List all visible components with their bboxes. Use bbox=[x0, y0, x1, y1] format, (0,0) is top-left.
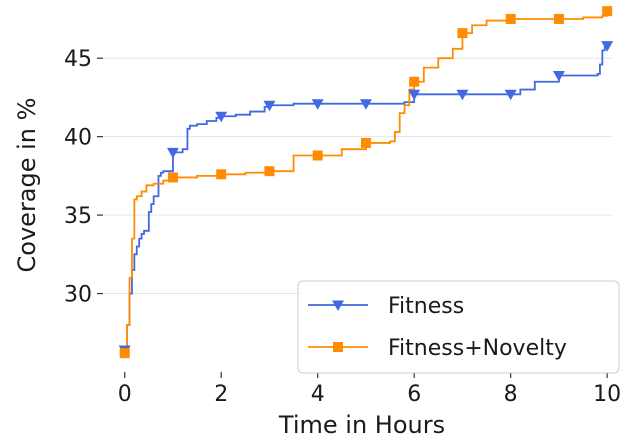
series-marker-fitness-novelty-8 bbox=[505, 13, 516, 24]
x-tick-label-10: 10 bbox=[593, 382, 621, 407]
series-marker-fitness-novelty-2 bbox=[216, 169, 227, 180]
series-line-fitness-novelty bbox=[124, 11, 609, 355]
series-marker-fitness-7 bbox=[456, 89, 469, 101]
legend-marker-fitness-novelty bbox=[333, 342, 343, 352]
x-tick-label-4: 4 bbox=[311, 382, 325, 407]
series-marker-fitness-2 bbox=[215, 111, 228, 123]
y-axis-ticks: 30 35 40 45 bbox=[64, 47, 103, 308]
legend-label-fitness: Fitness bbox=[388, 294, 464, 319]
x-axis-ticks: 0 2 4 6 8 10 bbox=[118, 372, 621, 407]
series-marker-fitness-novelty-4 bbox=[312, 150, 323, 161]
series-marker-fitness-novelty-7 bbox=[457, 28, 468, 39]
series-marker-fitness-novelty-5 bbox=[360, 137, 371, 148]
series-marker-fitness-3 bbox=[263, 100, 276, 112]
series-marker-fitness-novelty-9 bbox=[553, 13, 564, 24]
series-marker-fitness-1 bbox=[166, 147, 179, 159]
series-marker-fitness-novelty-1 bbox=[167, 172, 178, 183]
series-marker-fitness-novelty-0 bbox=[119, 348, 130, 359]
y-axis-label: Coverage in % bbox=[13, 98, 41, 273]
x-tick-label-8: 8 bbox=[504, 382, 518, 407]
y-tick-label-30: 30 bbox=[64, 283, 92, 308]
series-line-fitness bbox=[124, 45, 609, 350]
y-tick-label-35: 35 bbox=[64, 204, 92, 229]
series-marker-fitness-4 bbox=[311, 99, 324, 110]
series-marker-fitness-10 bbox=[601, 41, 614, 52]
grid-lines bbox=[103, 57, 612, 295]
series-marker-fitness-6 bbox=[408, 89, 421, 101]
x-tick-label-6: 6 bbox=[407, 382, 421, 407]
series-markers bbox=[118, 6, 614, 359]
legend: Fitness Fitness+Novelty bbox=[297, 280, 620, 374]
series-marker-fitness-9 bbox=[552, 70, 565, 82]
legend-box bbox=[297, 280, 620, 374]
legend-marker-fitness bbox=[332, 300, 344, 311]
x-tick-label-0: 0 bbox=[118, 382, 132, 407]
legend-label-fitness-novelty: Fitness+Novelty bbox=[388, 336, 567, 361]
series-marker-fitness-novelty-6 bbox=[409, 76, 420, 87]
x-axis-label: Time in Hours bbox=[278, 411, 445, 439]
series-marker-fitness-novelty-10 bbox=[602, 6, 613, 17]
y-tick-label-40: 40 bbox=[64, 126, 92, 151]
series-marker-fitness-5 bbox=[359, 99, 372, 110]
y-tick-label-45: 45 bbox=[64, 47, 92, 72]
x-tick-label-2: 2 bbox=[214, 382, 228, 407]
series-marker-fitness-novelty-3 bbox=[264, 166, 275, 177]
series-marker-fitness-8 bbox=[504, 89, 517, 101]
series-lines bbox=[124, 11, 609, 355]
